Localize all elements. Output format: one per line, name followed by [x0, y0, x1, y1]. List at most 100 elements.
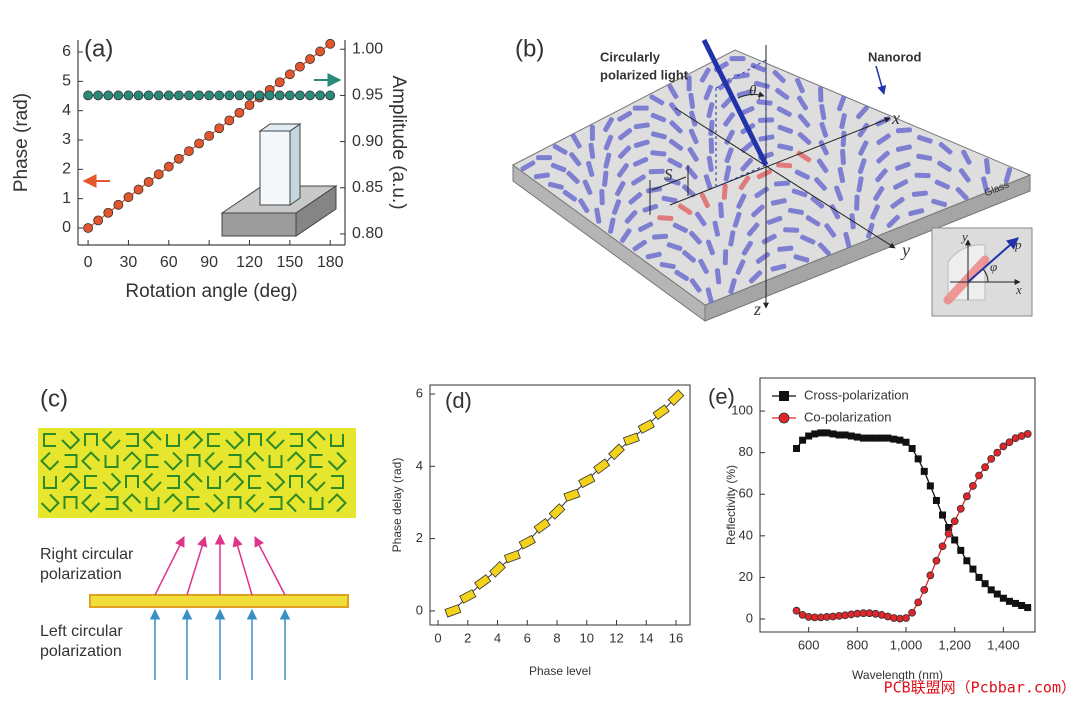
y2-tick-label: 0.95 [352, 87, 383, 104]
c-shape [248, 433, 262, 446]
y-tick-label: 40 [739, 527, 753, 542]
c-shape [289, 475, 303, 488]
marker [143, 90, 154, 101]
inset-p: p [1014, 237, 1022, 252]
c-shape [327, 451, 347, 471]
x-tick-label: 12 [609, 631, 623, 646]
nanorod [766, 215, 783, 225]
marker [224, 115, 235, 126]
nanorod [657, 215, 674, 221]
marker [474, 574, 492, 590]
c-shape [101, 430, 121, 450]
c-shape [309, 497, 324, 510]
nanorod [552, 143, 568, 155]
x-tick-label: 16 [669, 631, 683, 646]
nanorod [955, 186, 969, 201]
marker [872, 434, 880, 442]
nanorod [796, 95, 809, 111]
nanorod [633, 122, 650, 130]
nanorod [631, 174, 646, 186]
nanorod [857, 158, 867, 174]
marker [173, 153, 184, 164]
c-shape [142, 472, 162, 492]
marker [93, 215, 104, 226]
c-shape [306, 430, 326, 450]
nanorod [777, 143, 794, 151]
c-shape [63, 496, 78, 509]
marker [204, 90, 215, 101]
marker [93, 90, 104, 101]
c-shapes [40, 430, 347, 513]
nanorod [793, 254, 810, 263]
nanorod [818, 140, 829, 156]
marker [823, 429, 831, 437]
nanorod [775, 88, 790, 100]
marker [244, 90, 255, 101]
nanorod [661, 195, 678, 204]
watermark: PCB联盟网（Pcbbar.com） [884, 679, 1076, 697]
nanorod [699, 67, 711, 83]
nanorod [578, 198, 590, 214]
marker [920, 467, 928, 475]
y-tick-label: 20 [739, 569, 753, 584]
marker [123, 192, 134, 203]
c-shape [184, 430, 204, 450]
c-shape [81, 451, 101, 471]
nanorod [603, 152, 612, 169]
x-tick-label: 1,400 [987, 638, 1020, 653]
nanorod [594, 207, 602, 224]
c-shape [166, 434, 180, 447]
y-tick-label: 0 [416, 602, 423, 617]
nanorod [916, 153, 933, 161]
projection-line [715, 59, 767, 165]
nanorod [893, 179, 909, 190]
nanorod [911, 190, 928, 197]
nanorod [666, 242, 683, 251]
y-tick-label: 2 [416, 530, 423, 545]
c-shape [186, 496, 200, 510]
c-shape [331, 475, 344, 489]
plot-frame [759, 377, 1036, 633]
nanorod [733, 72, 750, 80]
nanorod [794, 169, 810, 180]
nanorod [677, 203, 693, 216]
marker [962, 492, 971, 501]
marker [548, 503, 566, 520]
nanorod [729, 56, 746, 62]
c-shape [204, 451, 224, 471]
nanorod [914, 172, 931, 179]
nanorod [637, 221, 654, 232]
marker [325, 90, 336, 101]
nanorod [840, 130, 847, 147]
marker [811, 430, 819, 438]
marker [103, 207, 114, 218]
nanorod [776, 162, 793, 169]
marker [274, 90, 285, 101]
nanorod [650, 112, 667, 123]
nanorod [708, 137, 715, 154]
c-shape [225, 472, 245, 492]
y2-axis-label: Amplitude (a.u.) [388, 75, 409, 209]
nanorod [589, 124, 595, 141]
nanorod [619, 228, 632, 243]
nanorod [667, 84, 679, 100]
marker [963, 557, 971, 565]
y-tick-label: 0 [746, 610, 753, 625]
c-shape [204, 493, 224, 513]
x-tick-label: 800 [846, 638, 868, 653]
c-shape [327, 493, 347, 513]
nanorod [520, 160, 536, 172]
nanorod [770, 263, 787, 272]
nanorod [895, 161, 911, 171]
c-shape [163, 493, 183, 513]
nanorod [659, 261, 676, 270]
nanorod [839, 113, 847, 130]
polarization-label: polarization [40, 643, 122, 660]
nanorod [840, 148, 846, 165]
marker [945, 524, 953, 532]
nanorod [984, 158, 991, 175]
nanorod [632, 105, 649, 111]
c-shape [102, 472, 122, 492]
marker [884, 434, 892, 442]
